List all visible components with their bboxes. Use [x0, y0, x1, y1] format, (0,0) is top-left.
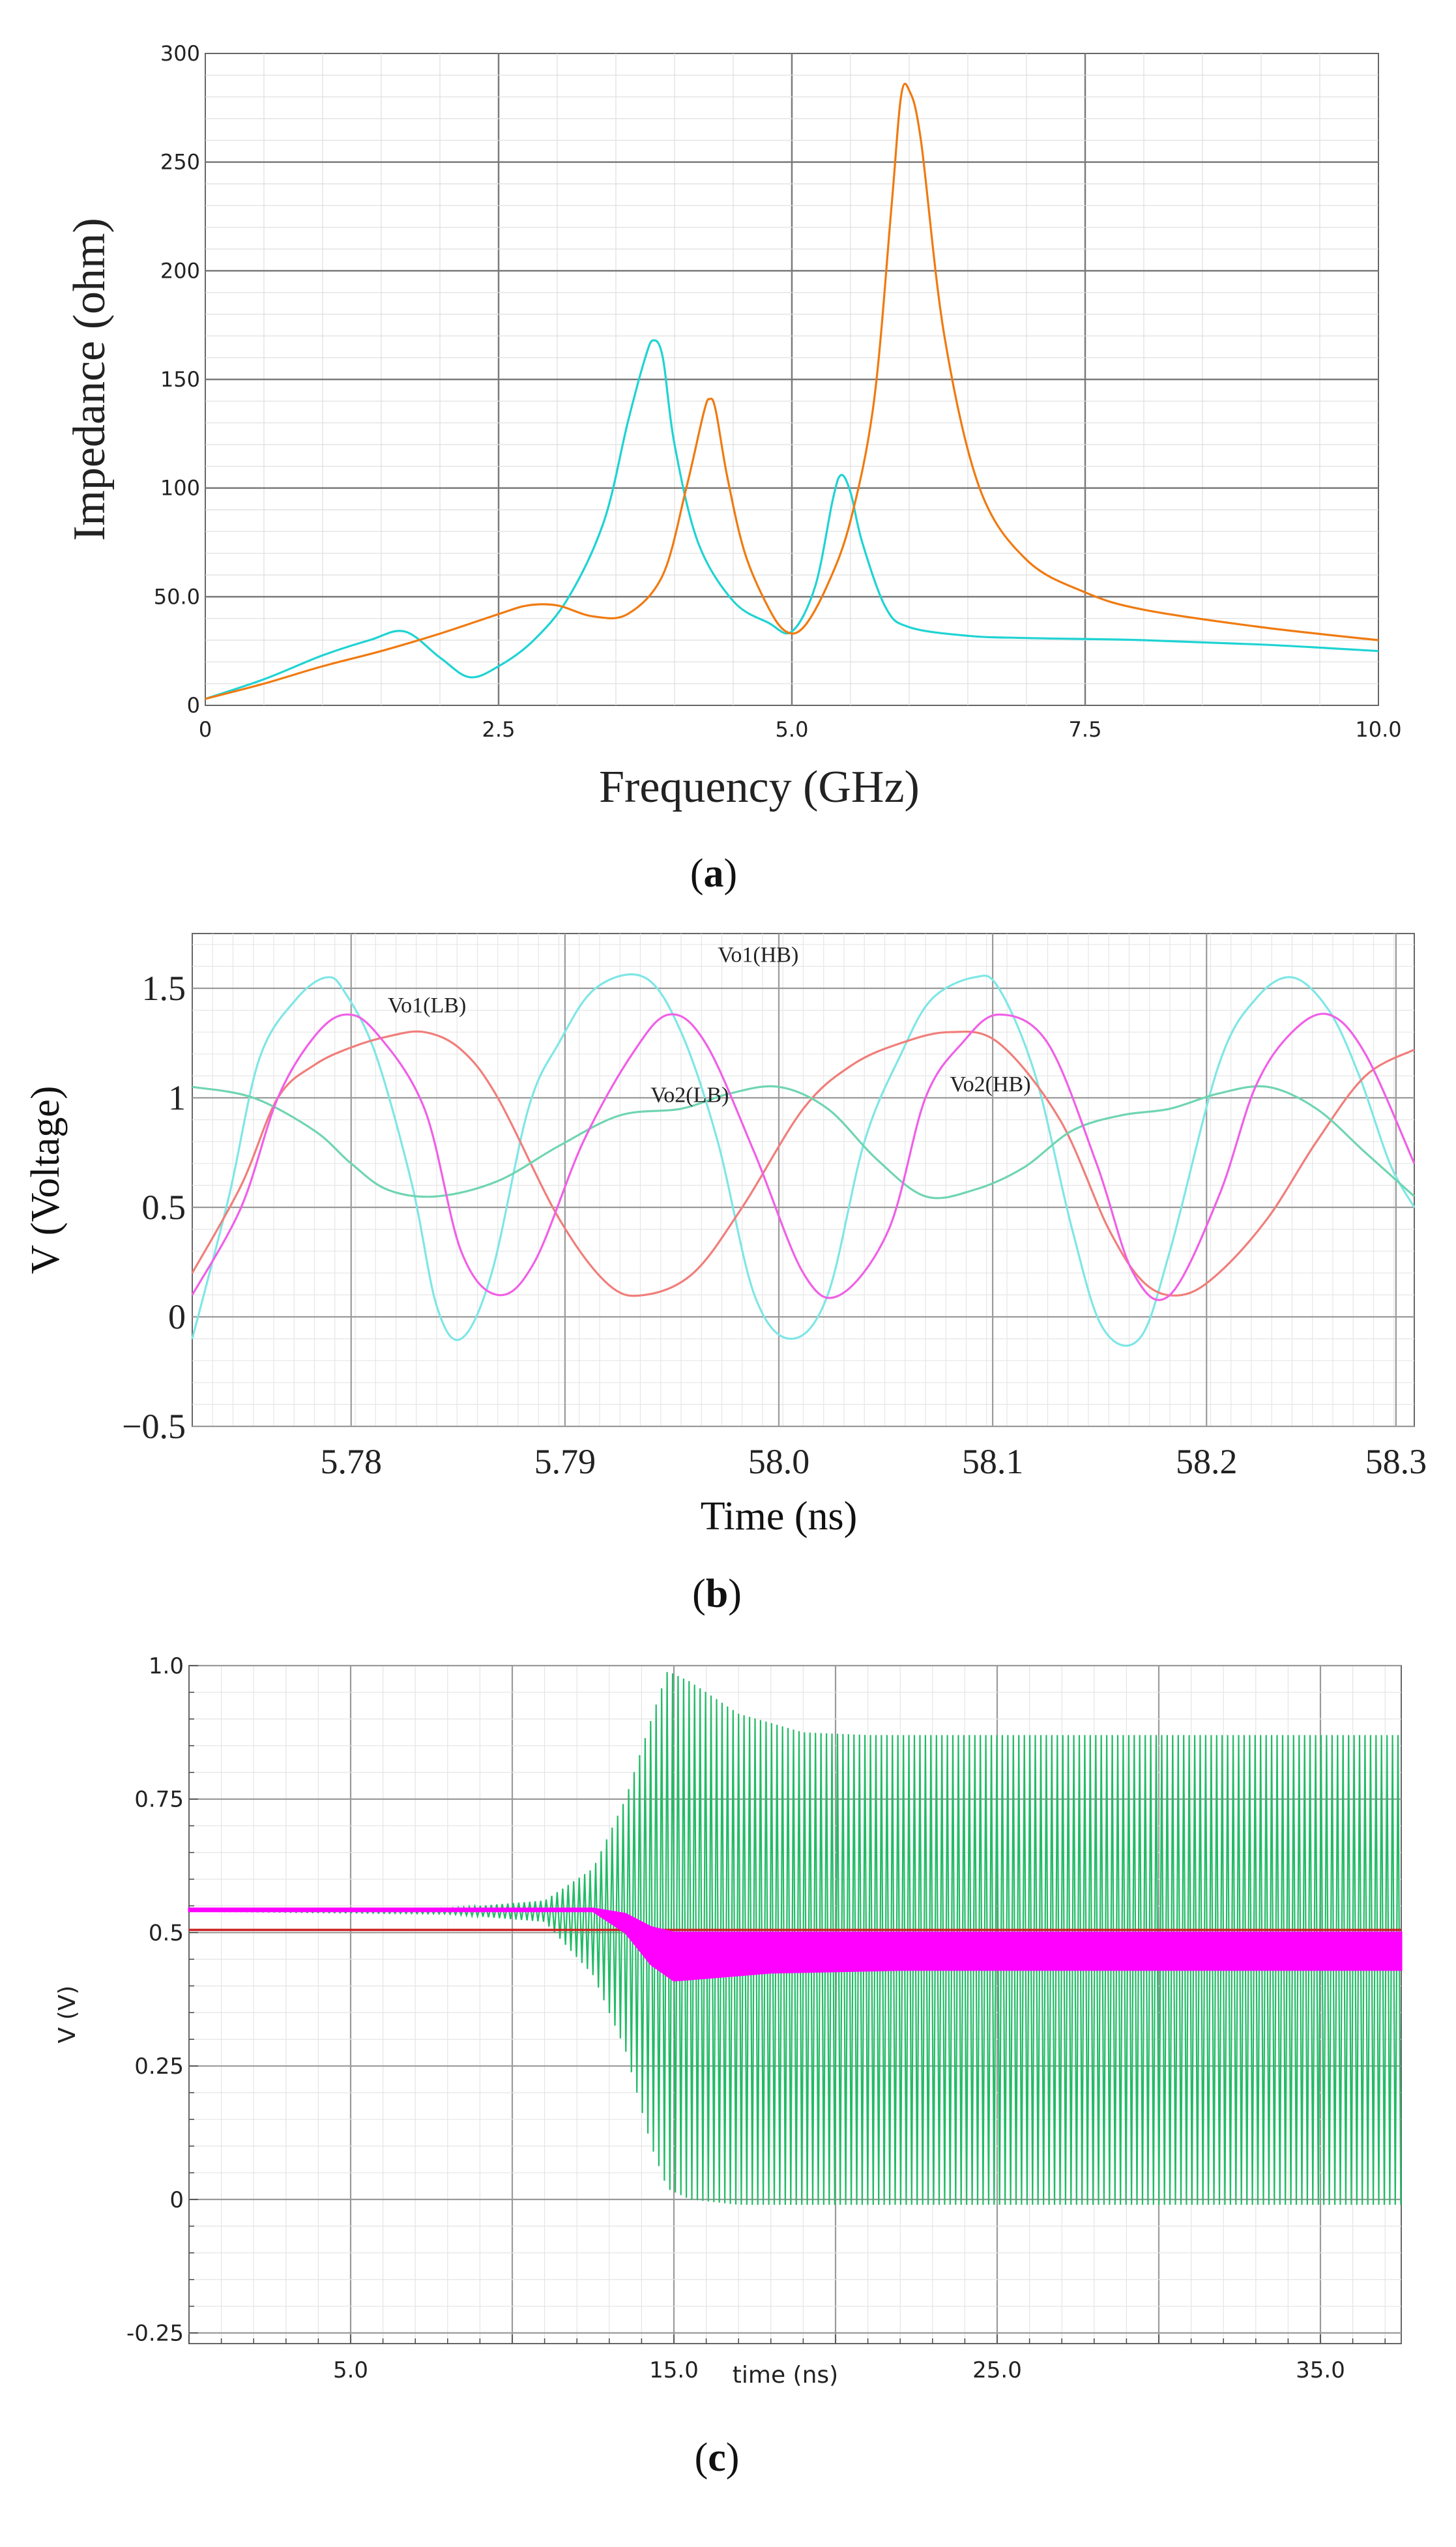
series-band-2 [188, 1907, 1403, 1982]
panel-c-caption-letter: c [708, 2436, 726, 2480]
panel-c-caption: (c) [695, 2436, 740, 2480]
series-label-1: Vo1(HB) [718, 943, 798, 967]
panel-c-xlabel: time (ns) [733, 2362, 838, 2389]
panel-b-tick-labels: 5.78 5.79 58.0 58.1 58.2 58.3 −0.5 0 0.5 1 1.5 [122, 969, 1427, 1481]
panel-b-chart: 5.78 5.79 58.0 58.1 58.2 58.3 −0.5 0 0.5 1 1.5 Vo1… [23, 933, 1427, 1616]
y-tick-label: 300 [160, 41, 200, 66]
panel-a-tick-labels: 0 2.5 5.0 7.5 10.0 0 50.0 100 150 200 250 300 [154, 41, 1402, 742]
y-tick-label: 250 [160, 150, 200, 175]
x-tick-label: 5.78 [321, 1442, 383, 1481]
y-tick-label: 1.5 [142, 969, 186, 1008]
series-label-3: Vo2(LB) [650, 1083, 729, 1108]
x-tick-label: 58.0 [748, 1442, 810, 1481]
panel-c-tick-labels: 5.0 15.0 25.0 35.0 -0.25 0 0.25 0.5 0.75 1.0 [126, 1653, 1386, 2383]
y-tick-label: 50.0 [154, 584, 200, 609]
y-tick-label: 200 [160, 258, 200, 283]
series-line-3 [192, 1085, 1416, 1200]
series-line-1 [205, 339, 1379, 700]
panel-a-series [205, 82, 1379, 700]
x-tick-label: 10.0 [1355, 717, 1401, 742]
x-tick-label: 2.5 [482, 717, 516, 742]
panel-b-caption-letter: b [706, 1572, 728, 1616]
panel-b-grid [192, 934, 1414, 1428]
series-label-4: Vo2(HB) [950, 1072, 1031, 1097]
x-tick-label: 58.3 [1365, 1442, 1427, 1481]
x-tick-label: 5.0 [776, 717, 809, 742]
x-tick-label: 0 [199, 717, 212, 742]
y-tick-label: 0 [169, 2187, 184, 2213]
panel-c-ylabel: V (V) [54, 1986, 81, 2044]
panel-a-grid [205, 53, 1378, 705]
panel-c-chart: 5.0 15.0 25.0 35.0 -0.25 0 0.25 0.5 0.75 1.0 time… [54, 1653, 1403, 2480]
x-tick-label: 15.0 [649, 2357, 699, 2383]
x-tick-label: 25.0 [972, 2357, 1022, 2383]
x-tick-label: 5.0 [333, 2357, 368, 2383]
x-tick-label: 35.0 [1296, 2357, 1345, 2383]
x-tick-label: 58.2 [1176, 1442, 1238, 1481]
y-tick-label: 150 [160, 367, 200, 392]
y-tick-label: -0.25 [126, 2321, 184, 2347]
y-tick-label: −0.5 [122, 1407, 186, 1446]
panel-a-chart: 0 2.5 5.0 7.5 10.0 0 50.0 100 150 200 250 300 Frequ… [65, 41, 1402, 896]
y-tick-label: 1 [168, 1078, 186, 1117]
y-tick-label: 0.25 [134, 2054, 184, 2080]
y-tick-label: 100 [160, 476, 200, 501]
series-line-2 [191, 1030, 1415, 1297]
series-label-2: Vo1(LB) [388, 994, 466, 1018]
panel-a-ylabel: Impedance (ohm) [65, 218, 115, 541]
panel-a-caption-letter: a [704, 851, 724, 896]
x-tick-label: 58.1 [962, 1442, 1024, 1481]
panel-a-xlabel: Frequency (GHz) [599, 762, 920, 812]
y-tick-label: 1.0 [149, 1653, 184, 1679]
panel-b-caption: (b) [692, 1572, 742, 1616]
panel-b-ylabel: V (Voltage) [23, 1086, 68, 1274]
panel-a-caption: (a) [690, 851, 737, 896]
y-tick-label: 0 [187, 693, 200, 718]
panel-c-series [188, 1671, 1403, 2205]
series-line-2 [205, 82, 1379, 700]
series-line-4 [191, 1012, 1416, 1301]
y-tick-label: 0.75 [134, 1787, 184, 1813]
series-line-1 [191, 973, 1416, 1347]
x-tick-label: 5.79 [534, 1442, 596, 1481]
x-tick-label: 7.5 [1069, 717, 1102, 742]
y-tick-label: 0.5 [149, 1920, 184, 1946]
panel-b-series [191, 973, 1416, 1347]
panel-b-xlabel: Time (ns) [701, 1494, 858, 1539]
y-tick-label: 0 [168, 1297, 186, 1336]
panel-b-series-labels: Vo1(HB) Vo1(LB) Vo2(LB) Vo2(HB) [388, 943, 1031, 1108]
y-tick-label: 0.5 [142, 1188, 186, 1227]
